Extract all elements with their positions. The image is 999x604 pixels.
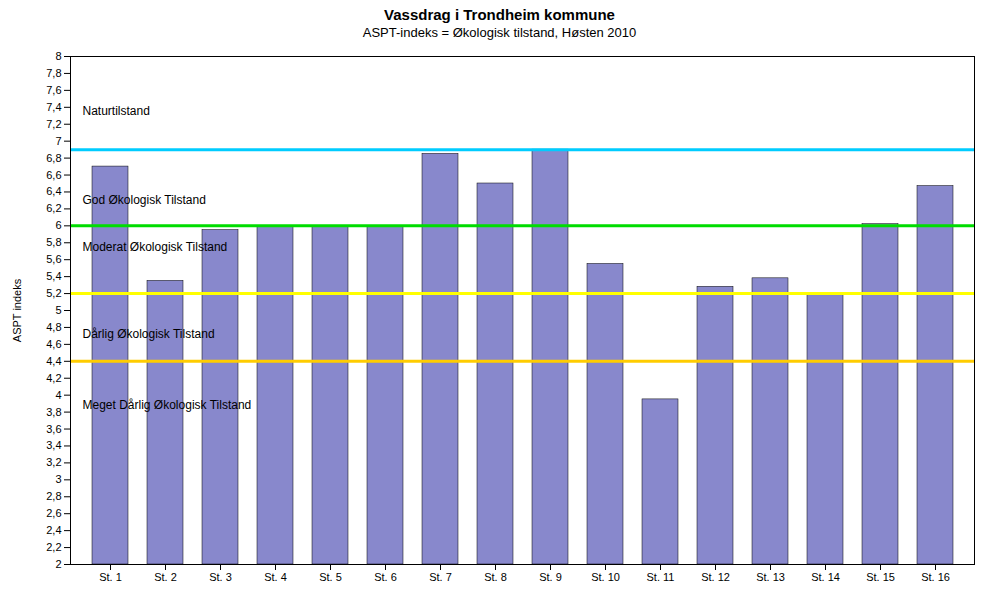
svg-text:Moderat Økologisk Tilstand: Moderat Økologisk Tilstand: [83, 240, 228, 254]
svg-text:2,6: 2,6: [46, 507, 61, 519]
svg-text:St. 6: St. 6: [374, 571, 397, 583]
svg-text:ASPT indeks: ASPT indeks: [11, 278, 23, 342]
svg-text:8: 8: [55, 50, 61, 62]
svg-text:Naturtilstand: Naturtilstand: [83, 104, 150, 118]
svg-text:3,8: 3,8: [46, 406, 61, 418]
html-text:Vassdrag i Trondheim kommune: Vassdrag i Trondheim kommune: [384, 6, 615, 23]
svg-text:4,2: 4,2: [46, 372, 61, 384]
svg-text:5: 5: [55, 304, 61, 316]
svg-text:St. 9: St. 9: [539, 571, 562, 583]
svg-text:2,2: 2,2: [46, 541, 61, 553]
svg-text:4,4: 4,4: [46, 355, 61, 367]
svg-text:2,4: 2,4: [46, 524, 61, 536]
svg-text:6,2: 6,2: [46, 202, 61, 214]
svg-text:St. 7: St. 7: [429, 571, 452, 583]
svg-text:6,4: 6,4: [46, 185, 61, 197]
svg-text:7,4: 7,4: [46, 101, 61, 113]
svg-text:7,6: 7,6: [46, 84, 61, 96]
svg-text:St. 12: St. 12: [701, 571, 730, 583]
svg-text:4,6: 4,6: [46, 338, 61, 350]
svg-text:2,8: 2,8: [46, 490, 61, 502]
svg-text:2: 2: [55, 558, 61, 570]
svg-text:Meget Dårlig Økologisk Tilstan: Meget Dårlig Økologisk Tilstand: [83, 398, 252, 412]
svg-text:3: 3: [55, 473, 61, 485]
svg-text:5,4: 5,4: [46, 270, 61, 282]
svg-text:3,6: 3,6: [46, 423, 61, 435]
svg-text:4,8: 4,8: [46, 321, 61, 333]
svg-text:God Økologisk Tilstand: God Økologisk Tilstand: [83, 193, 206, 207]
svg-text:St. 5: St. 5: [319, 571, 342, 583]
svg-text:St. 4: St. 4: [264, 571, 287, 583]
svg-text:Dårlig Økologisk Tilstand: Dårlig Økologisk Tilstand: [83, 327, 215, 341]
svg-text:3,2: 3,2: [46, 456, 61, 468]
svg-text:6,6: 6,6: [46, 169, 61, 181]
svg-text:St. 3: St. 3: [209, 571, 232, 583]
svg-text:6,8: 6,8: [46, 152, 61, 164]
svg-text:St. 13: St. 13: [756, 571, 785, 583]
svg-text:5,8: 5,8: [46, 236, 61, 248]
svg-text:6: 6: [55, 219, 61, 231]
svg-text:St. 10: St. 10: [591, 571, 620, 583]
svg-text:St. 2: St. 2: [154, 571, 177, 583]
svg-text:St. 11: St. 11: [647, 571, 675, 583]
html-text:ASPT-indeks = Økologisk tilsta: ASPT-indeks = Økologisk tilstand, Høsten…: [362, 25, 637, 40]
svg-text:4: 4: [55, 389, 61, 401]
svg-text:St. 8: St. 8: [484, 571, 507, 583]
svg-text:5,6: 5,6: [46, 253, 61, 265]
svg-text:St. 16: St. 16: [921, 571, 950, 583]
svg-text:5,2: 5,2: [46, 287, 61, 299]
svg-text:3,4: 3,4: [46, 439, 61, 451]
svg-text:St. 1: St. 1: [99, 571, 122, 583]
svg-text:St. 14: St. 14: [811, 571, 840, 583]
svg-text:7: 7: [55, 135, 61, 147]
svg-text:St. 15: St. 15: [866, 571, 895, 583]
svg-text:7,8: 7,8: [46, 67, 61, 79]
svg-text:7,2: 7,2: [46, 118, 61, 130]
